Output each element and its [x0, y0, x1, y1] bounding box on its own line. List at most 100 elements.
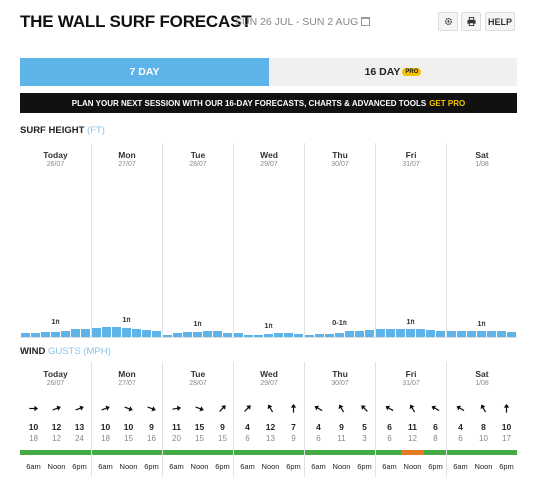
day-date: 27/07 [118, 161, 136, 168]
surf-height-label: 0-1ft [320, 318, 360, 327]
day-name: Thu [332, 150, 348, 160]
day-date: 29/07 [260, 161, 278, 168]
surf-bar [334, 332, 345, 338]
get-pro-link[interactable]: GET PRO [429, 98, 466, 108]
wind-direction-arrow-icon [449, 402, 472, 414]
day-date: 31/07 [402, 161, 420, 168]
wind-speed: 15 [194, 422, 205, 432]
surf-bar [81, 328, 91, 338]
wind-speed: 4 [458, 422, 463, 432]
wind-day-column: Sat 1/08 4 6 6am 8 10 Noon 10 17 6pm [446, 362, 517, 477]
forecast-tabs: 7 DAY 16 DAY PRO [20, 58, 517, 86]
wind-gust: 15 [218, 434, 227, 443]
surf-bar [213, 331, 223, 338]
wind-speed: 11 [172, 422, 181, 432]
wind-gust: 18 [29, 434, 38, 443]
surf-bar [456, 330, 466, 338]
surf-bar [446, 330, 456, 338]
wind-direction-arrow-icon [68, 402, 91, 414]
pro-badge: PRO [402, 68, 422, 76]
surf-height-label: 1ft [249, 321, 289, 330]
surf-day-column: Wed 29/07 [233, 143, 304, 338]
surf-height-label-unit: ft [410, 319, 415, 326]
surf-day-column: Thu 30/07 [304, 143, 375, 338]
wind-chart: Today 26/07 10 18 6am 12 12 Noon 13 24 6pm Mon 27/07… [20, 362, 517, 477]
wind-gust: 6 [458, 434, 463, 443]
wind-direction-arrow-icon [353, 402, 376, 414]
surf-bar [497, 331, 507, 338]
day-date: 29/07 [260, 380, 278, 387]
surf-height-label: 1ft [107, 315, 147, 324]
wind-direction-arrow-icon [259, 402, 282, 414]
wind-gust: 15 [124, 434, 133, 443]
print-icon [466, 17, 476, 26]
wind-gust: 20 [172, 434, 181, 443]
time-label: 6pm [428, 462, 443, 471]
surf-height-label: 1ft [178, 319, 218, 328]
wind-gusts-label: GUSTS [47, 346, 81, 357]
surf-bar [172, 333, 182, 338]
day-name: Today [43, 150, 68, 160]
wind-speed: 13 [74, 422, 85, 432]
wind-direction-arrow-icon [165, 402, 188, 414]
surf-height-value: 1 [477, 318, 482, 328]
wind-rating-bar [20, 450, 517, 455]
surf-bar [132, 328, 142, 338]
time-label: 6pm [215, 462, 230, 471]
tab-16-day[interactable]: 16 DAY PRO [269, 58, 517, 86]
surf-height-label-unit: ft [268, 323, 273, 330]
wind-direction-arrow-icon [94, 402, 117, 414]
day-name: Tue [190, 369, 206, 379]
wind-direction-arrow-icon [401, 402, 424, 414]
tab-16-day-label: 16 DAY [364, 66, 401, 78]
wind-direction-arrow-icon [45, 402, 68, 414]
surf-day-column: Sat 1/08 [446, 143, 517, 338]
calendar-icon[interactable] [361, 17, 371, 26]
wind-direction-arrow-icon [22, 402, 45, 414]
surf-bar [314, 334, 324, 338]
day-date: 1/08 [475, 380, 489, 387]
wind-speed: 10 [28, 422, 39, 432]
surf-bar [40, 332, 50, 338]
day-name: Tue [190, 150, 206, 160]
surf-height-value: 1 [122, 315, 127, 325]
wind-speed: 12 [51, 422, 62, 432]
surf-bar [385, 328, 395, 338]
surf-bar [507, 332, 517, 338]
date-range[interactable]: SUN 26 JUL - SUN 2 AUG [235, 16, 371, 28]
surf-bar [355, 330, 365, 338]
wind-speed: 4 [316, 422, 321, 432]
day-date: 30/07 [331, 161, 349, 168]
wind-gust: 10 [479, 434, 488, 443]
surf-height-label-unit: ft [481, 321, 486, 328]
print-button[interactable] [461, 12, 481, 31]
promo-text: PLAN YOUR NEXT SESSION WITH OUR 16-DAY F… [71, 98, 427, 108]
surf-bar [395, 328, 405, 338]
promo-banner[interactable]: PLAN YOUR NEXT SESSION WITH OUR 16-DAY F… [20, 93, 517, 113]
surf-height-value: 1 [406, 316, 411, 326]
surf-height-label-unit: ft [342, 321, 347, 328]
help-button[interactable]: HELP [485, 12, 515, 31]
wind-gust: 3 [362, 434, 367, 443]
day-date: 26/07 [46, 161, 65, 168]
surf-bar [274, 333, 284, 338]
wind-direction-arrow-icon [188, 402, 211, 414]
wind-day-column: Wed 29/07 4 6 6am 12 13 Noon 7 9 6pm [233, 362, 304, 477]
tab-7-day[interactable]: 7 DAY [20, 58, 269, 86]
wind-gust: 13 [266, 434, 275, 443]
wind-direction-arrow-icon [330, 402, 353, 414]
wind-speed: 6 [433, 422, 438, 432]
time-label: 6pm [286, 462, 301, 471]
wind-speed: 10 [501, 422, 512, 432]
day-date: 28/07 [189, 380, 207, 387]
surf-height-label-unit: ft [197, 321, 202, 328]
surf-bar [476, 330, 487, 338]
settings-button[interactable] [438, 12, 458, 31]
surf-baseline [20, 337, 517, 338]
day-name: Sat [475, 369, 489, 379]
surf-height-value: 1 [264, 320, 269, 330]
day-date: 27/07 [118, 380, 136, 387]
time-label: Noon [261, 462, 280, 471]
surf-bar [121, 328, 132, 338]
wind-day-column: Today 26/07 10 18 6am 12 12 Noon 13 24 6pm [20, 362, 91, 477]
